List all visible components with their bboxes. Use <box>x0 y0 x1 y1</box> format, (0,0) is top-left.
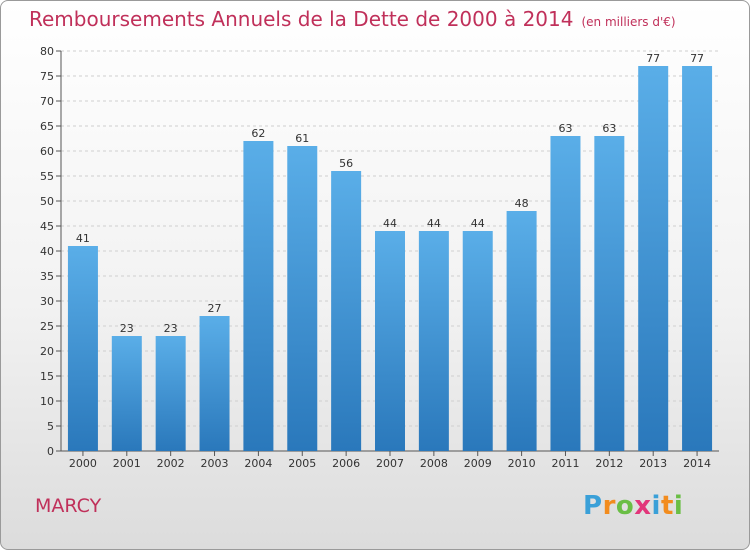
logo-letter: P <box>583 491 603 521</box>
bar-value-label: 77 <box>646 52 660 65</box>
x-tick-label: 2007 <box>376 457 404 470</box>
bar <box>243 141 274 451</box>
bar <box>111 336 142 451</box>
bar-value-label: 44 <box>427 217 441 230</box>
bar <box>331 171 362 451</box>
bar-value-label: 23 <box>164 322 178 335</box>
y-tick-label: 60 <box>40 145 54 158</box>
y-tick-label: 70 <box>40 95 54 108</box>
logo-letter: i <box>673 491 684 521</box>
y-tick-label: 50 <box>40 195 54 208</box>
bar-value-label: 44 <box>471 217 485 230</box>
logo-letter: i <box>651 491 661 521</box>
x-tick-label: 2009 <box>464 457 492 470</box>
bar <box>462 231 493 451</box>
y-tick-label: 65 <box>40 120 54 133</box>
x-tick-label: 2012 <box>595 457 623 470</box>
proxiti-logo: Proxiti <box>583 491 683 521</box>
logo-letter: o <box>615 491 635 521</box>
x-tick-label: 2005 <box>288 457 316 470</box>
y-tick-label: 45 <box>40 220 54 233</box>
bar <box>594 136 625 451</box>
y-tick-label: 75 <box>40 70 54 83</box>
bar-value-label: 41 <box>76 232 90 245</box>
bar <box>287 146 318 451</box>
x-tick-label: 2003 <box>201 457 229 470</box>
x-tick-label: 2004 <box>244 457 272 470</box>
x-tick-label: 2011 <box>551 457 579 470</box>
y-tick-label: 80 <box>40 45 54 58</box>
bar-value-label: 63 <box>602 122 616 135</box>
x-tick-label: 2008 <box>420 457 448 470</box>
y-tick-label: 35 <box>40 270 54 283</box>
bar <box>550 136 581 451</box>
x-tick-label: 2002 <box>157 457 185 470</box>
bar <box>418 231 449 451</box>
bar <box>375 231 405 451</box>
commune-name: MARCY <box>35 495 102 517</box>
chart-title: Remboursements Annuels de la Dette de 20… <box>29 7 676 31</box>
x-tick-label: 2010 <box>508 457 536 470</box>
unit-note: (en milliers d'€) <box>581 15 676 29</box>
y-tick-label: 30 <box>40 295 54 308</box>
bar <box>682 66 713 451</box>
bar-value-label: 62 <box>251 127 265 140</box>
bar <box>155 336 186 451</box>
bar-value-label: 23 <box>120 322 134 335</box>
x-tick-label: 2001 <box>113 457 141 470</box>
y-tick-label: 10 <box>40 395 54 408</box>
bar <box>506 211 537 451</box>
y-tick-label: 0 <box>47 445 54 458</box>
bar-value-label: 77 <box>690 52 704 65</box>
bar <box>638 66 669 451</box>
bar-value-label: 48 <box>515 197 529 210</box>
bar-value-label: 63 <box>558 122 572 135</box>
x-tick-label: 2013 <box>639 457 667 470</box>
bar <box>67 246 98 451</box>
bar-value-label: 61 <box>295 132 309 145</box>
bar-value-label: 56 <box>339 157 353 170</box>
chart-title-text: Remboursements Annuels de la Dette de 20… <box>29 7 574 31</box>
y-tick-label: 20 <box>40 345 54 358</box>
y-tick-label: 25 <box>40 320 54 333</box>
bar-value-label: 27 <box>208 302 222 315</box>
x-tick-label: 2014 <box>683 457 711 470</box>
y-tick-label: 5 <box>47 420 54 433</box>
y-tick-label: 55 <box>40 170 54 183</box>
x-tick-label: 2006 <box>332 457 360 470</box>
bar <box>199 316 230 451</box>
y-tick-label: 40 <box>40 245 54 258</box>
logo-letter: x <box>634 491 652 521</box>
logo-letter: t <box>660 491 674 521</box>
bar-value-label: 44 <box>383 217 397 230</box>
y-tick-label: 15 <box>40 370 54 383</box>
logo-letter: r <box>602 491 616 521</box>
x-tick-label: 2000 <box>69 457 97 470</box>
